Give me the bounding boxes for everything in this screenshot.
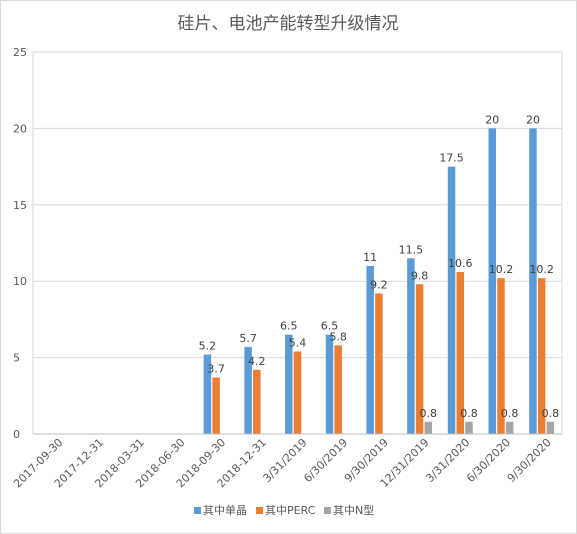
y-tick-label: 5: [13, 352, 20, 365]
bar-其中单晶: [407, 258, 415, 434]
bar-其中PERC: [293, 351, 302, 434]
bar-其中单晶: [529, 128, 537, 434]
bar-其中N型: [546, 421, 555, 434]
bar-其中PERC: [456, 272, 465, 434]
bar-其中PERC: [212, 377, 220, 434]
data-label: 11.5: [399, 243, 424, 256]
data-label: 0.8: [420, 407, 438, 420]
y-tick-label: 20: [13, 122, 27, 135]
data-label: 6.5: [280, 320, 298, 333]
data-label: 5.4: [289, 336, 307, 349]
data-label: 5.2: [199, 340, 217, 353]
data-label: 9.8: [411, 269, 429, 282]
y-tick-label: 0: [13, 428, 20, 441]
legend-swatch: [324, 507, 331, 514]
y-tick-label: 25: [13, 46, 27, 59]
chart-title: 硅片、电池产能转型升级情况: [178, 14, 399, 34]
bar-其中PERC: [375, 293, 383, 434]
bar-其中PERC: [334, 345, 342, 434]
bars: [203, 128, 555, 434]
bar-其中PERC: [253, 369, 261, 434]
bar-其中N型: [424, 421, 433, 434]
data-label: 17.5: [439, 152, 464, 165]
y-axis: 0 5 10 15 20 25: [13, 46, 27, 441]
legend-label: 其中PERC: [265, 504, 316, 517]
legend-swatch: [256, 507, 263, 514]
bar-其中单晶: [447, 166, 456, 434]
data-labels: 5.2 5.7 6.5 6.5 11 11.5 17.5 20 20 3.7 4.2 5.4 5.8 9.…: [199, 113, 559, 419]
data-label: 11: [363, 251, 377, 264]
bar-其中单晶: [285, 334, 293, 434]
data-label: 4.2: [248, 355, 266, 368]
data-label: 5.7: [239, 332, 257, 345]
legend: 其中单晶 其中PERC 其中N型: [194, 503, 374, 517]
data-label: 10.2: [529, 263, 554, 276]
data-label: 0.8: [460, 407, 478, 420]
bar-其中单晶: [203, 354, 212, 434]
bar-其中N型: [465, 421, 473, 434]
legend-label: 其中单晶: [203, 504, 247, 517]
data-label: 10.6: [448, 257, 473, 270]
bar-其中单晶: [244, 346, 252, 434]
data-label: 9.2: [370, 278, 388, 291]
bar-其中PERC: [415, 284, 424, 434]
bar-其中N型: [505, 421, 514, 434]
y-tick-label: 15: [13, 199, 27, 212]
data-label: 5.8: [329, 330, 347, 343]
bar-其中单晶: [325, 334, 334, 434]
data-label: 3.7: [207, 362, 225, 375]
y-tick-label: 10: [13, 275, 27, 288]
data-label: 10.2: [489, 263, 514, 276]
data-label: 0.8: [501, 407, 519, 420]
bar-其中单晶: [366, 265, 374, 434]
data-label: 20: [485, 113, 499, 126]
data-label: 6.5: [321, 320, 339, 333]
legend-swatch: [194, 507, 201, 514]
bar-其中单晶: [488, 128, 497, 434]
x-tick-label: 9/30/2020: [505, 436, 554, 485]
x-axis: 2017-09-302017-12-312018-03-312018-06-30…: [11, 433, 562, 490]
data-label: 20: [526, 113, 540, 126]
bar-其中PERC: [497, 278, 505, 434]
bar-其中PERC: [537, 278, 546, 434]
data-label: 0.8: [542, 407, 560, 420]
legend-label: 其中N型: [333, 503, 374, 517]
